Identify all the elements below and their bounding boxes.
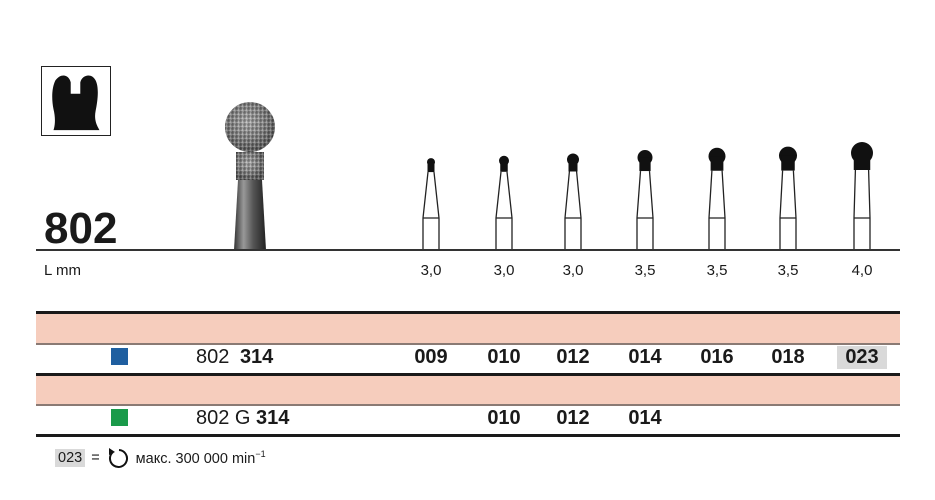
size-code[interactable]: 009 [414,346,448,368]
size-code[interactable]: 018 [771,346,805,368]
bur-diagram [851,142,873,250]
table-divider [36,373,900,376]
reference-number: 802 G 314 [196,407,290,429]
reference-number: 802 314 [196,346,274,368]
footer-equals: = [91,450,100,466]
size-code[interactable]: 010 [487,346,521,368]
length-value: 3,5 [706,262,728,279]
bur-diagram [779,146,797,250]
length-value: 3,5 [777,262,799,279]
baseline-divider [36,249,900,251]
color-code-swatch [111,409,128,426]
bur-diagram [495,155,513,250]
size-code[interactable]: 012 [556,407,590,429]
footer-note: 023 = макс. 300 000 min−1 [55,447,266,469]
product-title: 802 [44,204,118,253]
rotation-icon [108,448,128,468]
diamond-bur-photo [225,102,275,250]
size-code[interactable]: 014 [628,346,662,368]
size-code[interactable]: 012 [556,346,590,368]
bur-illustrations [225,102,873,250]
bur-diagram [636,150,654,250]
table-divider [36,434,900,437]
size-code[interactable]: 010 [487,407,521,429]
table-divider [36,311,900,314]
footer-code: 023 [55,449,86,467]
color-code-swatch [111,348,128,365]
length-value: 3,0 [562,262,584,279]
bur-shape-icon [41,66,111,136]
table-divider [36,343,900,345]
length-value: 3,5 [634,262,656,279]
size-code[interactable]: 023 [837,346,887,369]
table-band [36,376,900,404]
footer-speed: макс. 300 000 min−1 [135,449,266,467]
size-code[interactable]: 016 [700,346,734,368]
bur-diagram [708,147,726,250]
length-label: L mm [44,262,81,279]
bur-diagram [422,158,440,250]
length-value: 3,0 [420,262,442,279]
bur-diagram [564,153,582,250]
table-divider [36,404,900,406]
size-code[interactable]: 014 [628,407,662,429]
length-value: 3,0 [493,262,515,279]
length-value: 4,0 [851,262,873,279]
table-band [36,314,900,343]
